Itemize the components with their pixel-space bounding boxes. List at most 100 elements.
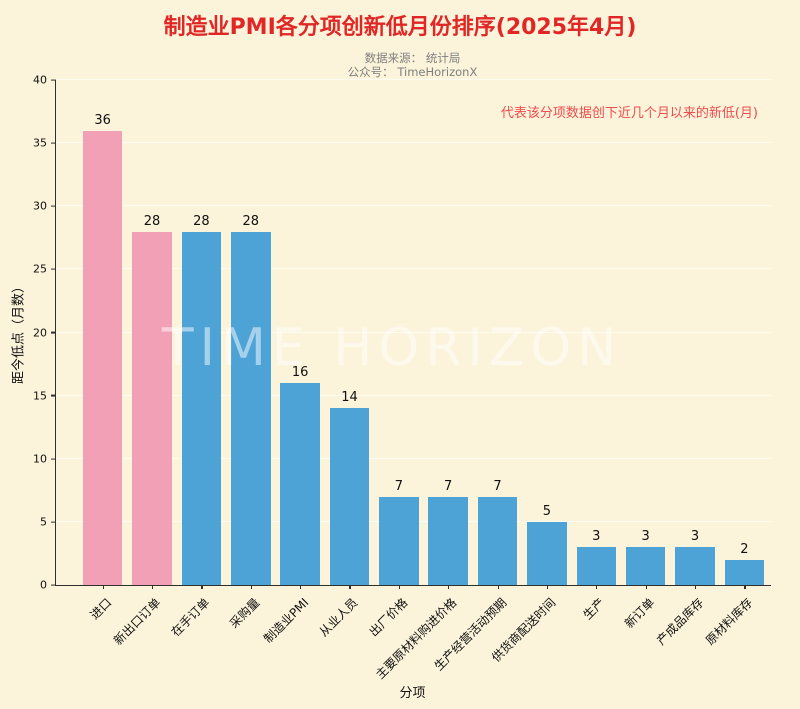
x-tick-slot: 供货商配送时间 [489,585,571,685]
gridline [56,79,771,80]
x-tick-slot: 进口 [78,585,127,685]
y-tick-mark [51,458,56,460]
bar-slot: 3 [621,80,670,585]
y-tick-label: 30 [33,199,47,213]
bar-slot: 14 [325,80,374,585]
y-tick-label: 40 [33,73,47,87]
y-tick-label: 5 [40,515,47,529]
gridline [56,457,771,459]
bar-5: 16 [280,365,320,585]
bar-value-label: 28 [242,213,260,229]
bar-slot: 7 [374,80,423,585]
bar-slot: 3 [670,80,719,585]
x-tick-mark [102,585,104,589]
bar-10: 5 [527,504,567,585]
bar-4: 28 [231,214,271,585]
bar-value-label: 7 [444,478,453,494]
y-tick-label: 0 [40,578,47,592]
x-tick-slot: 主要原材料购进价格 [373,585,473,685]
bar-11: 3 [576,529,617,585]
bar-value-label: 28 [193,213,210,229]
x-tick-mark [645,585,647,589]
bar-slot: 28 [127,80,176,585]
x-tick-slot: 在手订单 [169,585,226,685]
gridline [56,142,771,144]
x-tick-mark [546,585,549,589]
x-tick-mark [497,585,499,589]
bar-1: 36 [82,113,123,585]
x-tick-slot: 产成品库存 [654,585,719,685]
bar-6: 14 [329,390,370,585]
y-tick-label: 10 [33,452,47,466]
bar-slot: 36 [78,80,127,585]
bar-3: 28 [181,214,222,585]
y-axis-ticks: 0 5 10 15 20 25 30 35 40 [33,75,771,591]
bar-value-label: 14 [341,390,358,406]
bar-9: 7 [477,479,518,585]
gridline [56,331,771,333]
x-tick-label: 进口 [87,595,115,623]
bar-value-label: 5 [542,503,552,519]
bar-12: 3 [625,529,666,585]
bar-slot: 2 [720,80,769,585]
y-tick-mark [51,521,56,523]
y-tick-label: 25 [33,262,47,276]
x-tick-slot: 制造业PMI [261,585,324,685]
x-tick-mark [694,585,697,589]
x-tick-label: 采购量 [226,595,263,631]
x-tick-slot: 新出口订单 [111,585,176,685]
y-tick-mark [51,205,56,207]
x-tick-mark [201,585,203,589]
bar-value-label: 7 [493,478,502,494]
bar-slot: 5 [522,80,571,585]
y-tick-mark [51,268,56,270]
x-tick-mark [250,585,252,589]
x-tick-label: 新订单 [621,595,657,631]
bar-value-label: 2 [740,541,749,557]
x-tick-mark [300,585,302,589]
y-tick-mark [51,79,56,81]
bar-value-label: 36 [94,112,111,128]
bars-container: 36 28 28 28 16 14 7 7 7 5 3 3 3 2 [56,80,771,585]
bar-value-label: 7 [394,478,403,494]
x-tick-slot: 新订单 [621,585,670,685]
x-tick-slot: 生产 [572,585,621,685]
bar-value-label: 28 [143,213,161,229]
bar-14: 2 [724,542,765,585]
x-tick-slot: 原材料库存 [703,585,769,685]
bar-slot: 7 [424,80,473,585]
x-tick-mark [349,585,351,589]
x-tick-mark [398,585,401,589]
x-tick-slot: 出厂价格 [366,585,423,685]
x-tick-label: 生产 [580,595,608,623]
x-axis-title: 分项 [399,686,426,701]
x-tick-slot: 采购量 [226,585,275,685]
x-axis-ticks: 进口 新出口订单 在手订单 采购量 制造业PMI 从业人员 出厂价格 主要原材料购进价格 生产经… [56,585,771,685]
bar-value-label: 3 [641,529,650,545]
x-tick-mark [448,585,450,589]
bar-slot: 3 [572,80,621,585]
bar-value-label: 16 [291,365,309,380]
annotation-text: 代表该分项数据创下近几个月以来的新低(月) [500,106,758,121]
bar-7: 7 [379,479,419,585]
y-tick-mark [51,584,56,586]
y-tick-mark [51,331,56,334]
y-tick-mark [51,395,56,397]
y-tick-mark [51,142,56,144]
x-tick-mark [744,585,746,589]
bar-8: 7 [428,479,468,585]
bar-slot: 28 [226,80,275,585]
y-tick-label: 15 [33,389,47,403]
gridline [56,394,771,396]
bar-slot: 16 [275,80,324,585]
x-tick-mark [596,585,598,589]
bar-slot: 28 [177,80,226,585]
bar-13: 3 [675,529,715,585]
bar-value-label: 3 [592,529,601,545]
plot-area: 0 5 10 15 20 25 30 35 40 36 28 28 28 16 14 7 7 7 5 3 3 3 2 TI… [33,75,771,682]
bar-slot: 7 [473,80,522,585]
chart-title: 制造业PMI各分项创新低月份排序(2025年4月) [163,15,637,40]
account-line: 公众号： TimeHorizonX [347,65,478,79]
y-axis-title: 距今低点（月数） [11,279,27,385]
x-tick-mark [152,585,154,589]
